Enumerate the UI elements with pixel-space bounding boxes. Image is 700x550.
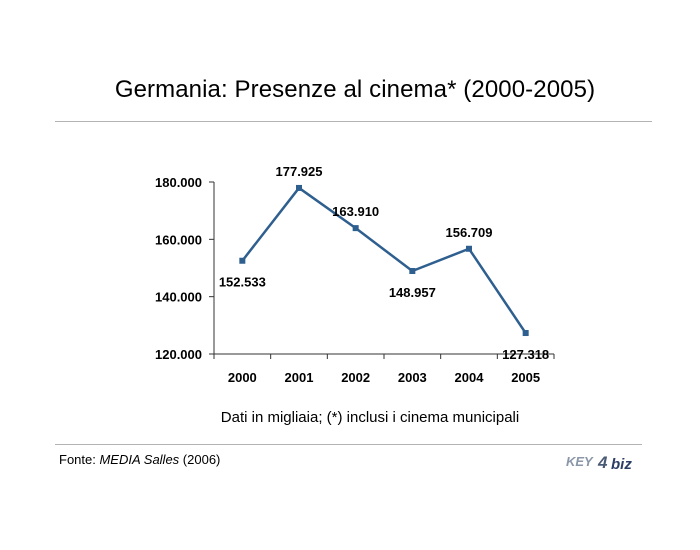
y-tick-label: 120.000: [155, 347, 202, 362]
x-tick-label: 2003: [398, 370, 427, 385]
series-line: [241, 186, 527, 334]
logo-key: KEY: [566, 454, 594, 469]
x-tick-label: 2004: [455, 370, 485, 385]
data-point: [522, 330, 529, 337]
y-tick-label: 180.000: [155, 175, 202, 190]
data-label: 177.925: [276, 164, 323, 179]
key4biz-logo: KEY 4 biz: [566, 453, 632, 472]
source-prefix: Fonte:: [59, 452, 100, 467]
source-credit: Fonte: MEDIA Salles (2006): [59, 452, 220, 467]
data-label: 163.910: [332, 204, 379, 219]
data-point: [352, 225, 359, 232]
logo-four: 4: [597, 453, 608, 472]
data-point: [466, 245, 472, 252]
chart-title: Germania: Presenze al cinema* (2000-2005…: [114, 76, 596, 103]
bottom-divider: [55, 444, 642, 445]
source-suffix: (2006): [179, 452, 221, 467]
x-tick-label: 2001: [285, 370, 314, 385]
source-name: MEDIA Salles: [99, 452, 180, 467]
top-divider: [55, 121, 652, 122]
data-label: 152.533: [219, 275, 266, 290]
data-point: [409, 267, 416, 274]
data-label: 148.957: [389, 285, 436, 300]
data-point: [239, 257, 246, 264]
data-label: 127.318: [502, 347, 549, 362]
chart-note: Dati in migliaia; (*) inclusi i cinema m…: [220, 409, 520, 426]
data-label: 156.709: [446, 225, 493, 240]
x-tick-label: 2002: [341, 370, 370, 385]
x-tick-label: 2005: [511, 370, 540, 385]
logo-biz: biz: [611, 456, 632, 472]
x-tick-label: 2000: [228, 370, 257, 385]
y-tick-label: 140.000: [155, 290, 202, 305]
y-tick-label: 160.000: [155, 232, 202, 247]
data-point: [296, 184, 302, 191]
